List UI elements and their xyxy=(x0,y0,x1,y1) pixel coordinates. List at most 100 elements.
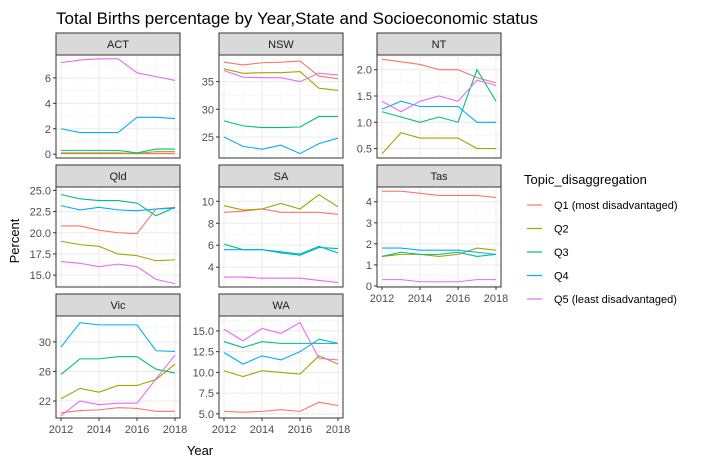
panel-wa-line-q3 xyxy=(223,341,338,349)
panel-wa-x-tick-label: 2018 xyxy=(326,424,350,436)
panel-wa-line-q5 xyxy=(223,321,339,361)
panel-tas-y-tick-label: 3 xyxy=(366,218,372,230)
panel-act: ACT 0 2 4 6 xyxy=(45,32,181,161)
panel-wa-y-tick-label: 10.0 xyxy=(193,367,214,379)
panel-tas-y-tick-label: 4 xyxy=(366,197,372,209)
panel-qld-line-q4 xyxy=(60,205,176,212)
panel-tas-line-q3 xyxy=(381,251,497,258)
panel-act-y-tick-label: 4 xyxy=(45,98,51,110)
panel-sa-y-tick-label: 8 xyxy=(208,218,214,230)
panel-act-line-q2 xyxy=(61,151,175,155)
panel-vic-y-tick-label: 22 xyxy=(39,396,51,408)
panel-act-y-tick-label: 0 xyxy=(45,149,51,161)
legend-title: Topic_disaggregation xyxy=(524,172,647,187)
panel-nsw-y-tick-label: 30 xyxy=(202,104,214,116)
panel-nsw-y-tick-label: 25 xyxy=(202,132,214,144)
panel-wa-y-tick-label: 7.5 xyxy=(199,388,214,400)
panel-tas-border xyxy=(376,186,502,288)
panel-wa: WA 5.0 7.5 10.0 12.5 15.0 2012 2014 2016 2018 xyxy=(193,293,350,436)
panel-nt-border xyxy=(376,54,502,159)
panel-tas-y-tick-label: 0 xyxy=(366,281,372,293)
panel-act-y-tick-label: 2 xyxy=(45,124,51,136)
panel-nsw-line-q2 xyxy=(223,68,339,91)
panel-act-line-q4 xyxy=(60,116,176,134)
panel-tas: Tas 0 1 2 3 4 2012 2014 2016 2018 xyxy=(366,164,508,305)
panel-nt-line-q3 xyxy=(381,68,497,123)
panel-tas-strip-label: Tas xyxy=(430,171,448,183)
panel-wa-line-q1 xyxy=(223,401,339,413)
x-axis-title: Year xyxy=(187,443,214,458)
panel-qld-border xyxy=(55,186,181,288)
legend-item-q4: Q4 xyxy=(527,271,569,283)
panel-nt-strip-label: NT xyxy=(432,39,447,51)
panel-vic-strip-label: Vic xyxy=(110,300,126,312)
panel-sa: SA 4 6 8 10 xyxy=(202,164,344,288)
legend-label-q3: Q3 xyxy=(554,247,569,259)
panel-tas-y-tick-label: 2 xyxy=(366,239,372,251)
panel-qld-line-q5 xyxy=(60,261,176,285)
legend-item-q1: Q1 (most disadvantaged) xyxy=(527,200,678,212)
panel-qld-line-q2 xyxy=(60,240,176,262)
panel-qld-y-tick-label: 22.5 xyxy=(30,207,51,219)
panel-vic: Vic 22 26 30 2012 2014 2016 2018 xyxy=(39,293,187,436)
panel-wa-x-tick-label: 2012 xyxy=(212,424,236,436)
panel-tas-y-tick-label: 1 xyxy=(366,260,372,272)
panel-qld-line-q3 xyxy=(60,194,176,217)
panel-wa-y-tick-label: 15.0 xyxy=(193,326,214,338)
panel-nsw-line-q3 xyxy=(223,115,338,129)
panel-tas-line-q4 xyxy=(382,247,497,255)
legend-item-q5: Q5 (least disadvantaged) xyxy=(527,294,677,306)
panel-sa-y-tick-label: 4 xyxy=(208,262,214,274)
panel-qld-y-tick-label: 17.5 xyxy=(30,249,51,261)
panel-sa-line-q4 xyxy=(224,245,339,255)
panel-wa-x-tick-label: 2014 xyxy=(250,424,274,436)
panel-vic-line-q4 xyxy=(60,322,176,353)
panel-act-line-q5 xyxy=(60,58,176,81)
panel-tas-x-tick-label: 2012 xyxy=(370,293,394,305)
panel-nt-line-q4 xyxy=(381,100,496,123)
panel-qld-strip-label: Qld xyxy=(109,171,126,183)
panel-nt-y-tick-label: 1.0 xyxy=(357,117,372,129)
panel-wa-y-tick-label: 12.5 xyxy=(193,347,214,359)
legend-item-q2: Q2 xyxy=(527,224,569,236)
panel-nsw-strip-label: NSW xyxy=(268,39,294,51)
legend-label-q1: Q1 (most disadvantaged) xyxy=(554,200,678,212)
legend-entries: Q1 (most disadvantaged) Q2 Q3 Q4 Q5 (least d… xyxy=(527,200,678,306)
legend-label-q5: Q5 (least disadvantaged) xyxy=(554,294,677,306)
panel-qld: Qld 15.0 17.5 20.0 22.5 25.0 xyxy=(30,164,181,288)
panel-vic-line-q1 xyxy=(60,407,175,414)
panel-nt-y-tick-label: 1.5 xyxy=(357,91,372,103)
panel-wa-y-tick-label: 5.0 xyxy=(199,409,214,421)
panel-sa-line-q5 xyxy=(224,276,339,284)
panel-nsw-y-tick-label: 35 xyxy=(202,77,214,89)
chart-title: Total Births percentage by Year,State an… xyxy=(56,9,538,28)
panel-tas-line-q5 xyxy=(382,279,496,283)
panel-nt-y-tick-label: 2.0 xyxy=(357,65,372,77)
panel-wa-border xyxy=(218,315,344,419)
panel-sa-line-q1 xyxy=(223,208,339,216)
panel-act-strip-label: ACT xyxy=(107,39,129,51)
legend: Topic_disaggregation Q1 (most disadvanta… xyxy=(524,172,678,306)
panel-nsw-line-q1 xyxy=(223,60,339,80)
panel-vic-border xyxy=(55,315,181,419)
panel-qld-y-tick-label: 25.0 xyxy=(30,185,51,197)
panel-sa-line-q2 xyxy=(223,194,339,211)
panel-vic-y-tick-label: 26 xyxy=(39,366,51,378)
panel-nt-line-q5 xyxy=(381,79,497,113)
panel-tas-line-q2 xyxy=(381,247,497,258)
legend-label-q4: Q4 xyxy=(554,271,569,283)
panel-nt-line-q1 xyxy=(381,58,497,84)
y-axis-title: Percent xyxy=(7,218,22,263)
panel-qld-y-tick-label: 20.0 xyxy=(30,228,51,240)
panel-act-y-tick-label: 6 xyxy=(45,73,51,85)
panel-qld-y-tick-label: 15.0 xyxy=(30,270,51,282)
panel-tas-x-tick-label: 2018 xyxy=(484,293,508,305)
panel-nsw-line-q4 xyxy=(223,136,339,155)
panel-act-line-q3 xyxy=(61,148,175,154)
panel-sa-border xyxy=(218,186,344,288)
legend-item-q3: Q3 xyxy=(527,247,569,259)
panel-nt-line-q2 xyxy=(381,132,496,155)
panel-sa-strip-label: SA xyxy=(274,171,289,183)
panel-nt: NT 0.5 1.0 1.5 2.0 xyxy=(357,32,502,159)
